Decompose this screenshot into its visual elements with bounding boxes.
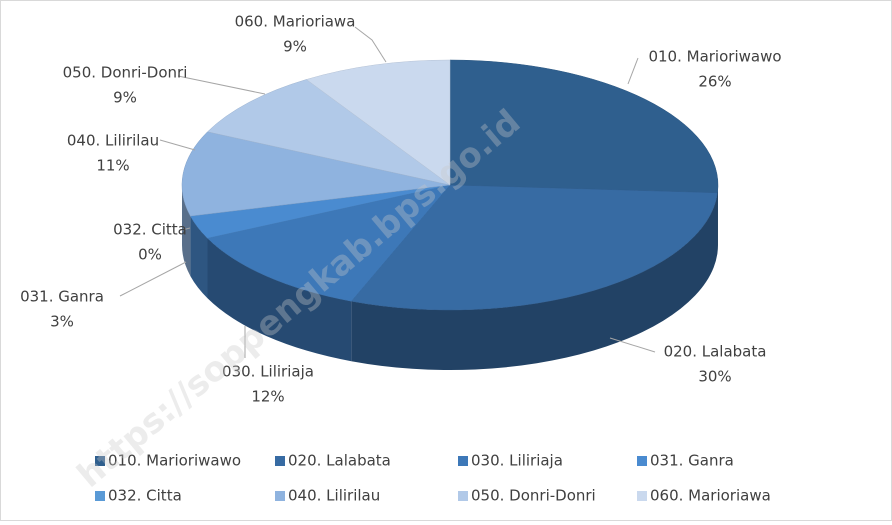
legend-swatch — [95, 491, 105, 501]
legend-swatch — [95, 456, 105, 466]
leader-line — [354, 26, 387, 63]
legend-swatch — [637, 456, 647, 466]
leader-line — [159, 139, 196, 151]
legend-label: 050. Donri-Donri — [471, 487, 596, 505]
pie-slice — [305, 59, 451, 186]
data-label-name: 050. Donri-Donri — [63, 64, 188, 82]
legend-swatch — [275, 456, 285, 466]
data-label-value: 11% — [96, 157, 129, 175]
data-label-value: 26% — [698, 73, 731, 91]
pie-side — [207, 238, 352, 362]
data-label-value: 30% — [698, 368, 731, 386]
legend-label: 010. Marioriwawo — [108, 452, 241, 470]
data-label-value: 3% — [50, 313, 74, 331]
labels: 010. Marioriwawo 26% 020. Lalabata 30% 030. … — [20, 13, 781, 406]
data-label-name: 032. Citta — [113, 221, 187, 239]
data-label-name: 010. Marioriwawo — [648, 48, 781, 66]
data-label-value: 0% — [138, 246, 162, 264]
legend-swatch — [275, 491, 285, 501]
pie — [181, 59, 719, 370]
data-label-value: 12% — [251, 388, 284, 406]
data-label-name: 030. Liliriaja — [222, 363, 314, 381]
legend-swatch — [458, 456, 468, 466]
pie-slice — [350, 184, 718, 311]
data-label-name: 040. Lilirilau — [67, 132, 159, 150]
data-label-name: 031. Ganra — [20, 288, 104, 306]
pie-side — [190, 216, 208, 299]
pie-side — [351, 192, 718, 370]
legend-label: 060. Marioriawa — [650, 487, 771, 505]
legend: 010. Marioriwawo 020. Lalabata 030. Liliri… — [95, 452, 771, 505]
legend-label: 040. Lilirilau — [288, 487, 380, 505]
data-label-name: 020. Lalabata — [664, 343, 767, 361]
pie-slice — [207, 79, 451, 186]
leader-line — [177, 75, 266, 95]
data-label-name: 060. Marioriawa — [235, 13, 356, 31]
legend-label: 030. Liliriaja — [471, 452, 563, 470]
pie-slice — [449, 59, 719, 194]
data-label-value: 9% — [113, 89, 137, 107]
leader-line — [627, 57, 639, 85]
data-label-value: 9% — [283, 38, 307, 56]
pie-side — [182, 185, 191, 277]
legend-label: 032. Citta — [108, 487, 182, 505]
leader-line — [181, 227, 191, 231]
pie-slice — [181, 131, 451, 217]
legend-swatch — [637, 491, 647, 501]
leader-line — [609, 337, 656, 353]
pie-slice — [207, 184, 451, 302]
legend-label: 031. Ganra — [650, 452, 734, 470]
pie-side — [717, 185, 718, 253]
leader-line — [119, 261, 187, 297]
legend-swatch — [458, 491, 468, 501]
legend-label: 020. Lalabata — [288, 452, 391, 470]
